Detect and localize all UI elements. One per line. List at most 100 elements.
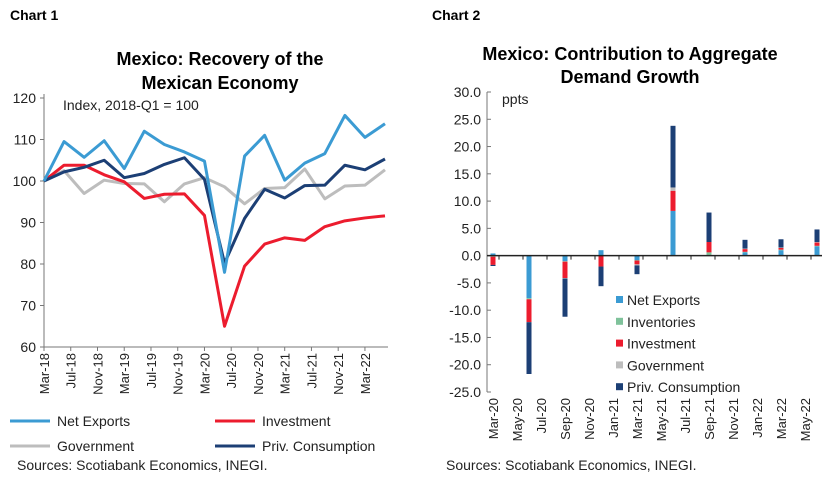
x-tick-label: Jul-21 [304,353,319,388]
bar-segment-net-exports [778,250,784,256]
bar-segment-investment [526,299,532,323]
bar-segment-government [670,187,676,191]
bar-segment-government [778,247,784,248]
bar-segment-inventories [526,298,532,300]
bar-segment-investment [814,242,820,246]
y-tick-label: 5.0 [462,220,482,236]
annotation: Index, 2018-Q1 = 100 [63,97,199,113]
y-tick-label: 0.0 [462,248,482,264]
bar-segment-investment [562,261,568,278]
bar-segment-inventories [562,261,568,262]
chart2-title: Mexico: Contribution to Aggregate Demand… [440,43,820,89]
x-tick-label: Mar-21 [278,353,293,394]
chart2-label: Chart 2 [432,7,481,23]
y-unit-label: ppts [502,91,528,107]
chart1-label: Chart 1 [10,7,59,23]
x-tick-label: Mar-21 [630,398,645,439]
x-tick-label: Sep-20 [558,398,573,440]
x-tick-label: Nov-20 [251,353,266,395]
chart2-title-line: Demand Growth [560,67,700,87]
legend-swatch [616,383,623,391]
series-line-net-exports [42,113,386,274]
x-tick-label: Mar-20 [486,398,501,439]
x-tick-label: Nov-20 [582,398,597,440]
y-tick-label: 25.0 [454,111,481,127]
source-note: Sources: Scotiabank Economics, INEGI. [446,457,697,473]
x-tick-label: Mar-19 [117,353,132,394]
source-note: Sources: Scotiabank Economics, INEGI. [17,457,268,473]
bar-segment-net-exports [742,252,748,256]
bar-segment-government [742,248,748,250]
y-tick-label: 30.0 [454,84,481,100]
chart1-title: Mexico: Recovery of the Mexican Economy [40,47,400,95]
bar-segment-net-exports [526,255,532,299]
legend-swatch [616,339,623,347]
legend-label: Government [57,438,134,454]
bar-segment-priv-consumption [706,212,712,242]
y-tick-label: 100 [13,173,37,189]
x-tick-label: May-21 [654,398,669,441]
x-tick-label: Nov-21 [726,398,741,440]
bar-segment-priv-consumption [526,322,532,374]
bar-segment-inventories [634,260,640,261]
y-tick-label: 15.0 [454,166,481,182]
legend-label: Net Exports [57,413,130,429]
y-tick-label: -25.0 [449,384,481,400]
bar-segment-priv-consumption [814,229,820,242]
x-tick-label: Jul-21 [678,398,693,433]
bar-segment-priv-consumption [562,278,568,317]
y-tick-label: 60 [20,339,36,355]
bar-segment-inventories [814,245,820,247]
x-tick-label: Nov-19 [171,353,186,395]
x-tick-label: Mar-18 [37,353,52,394]
legend-label: Priv. Consumption [262,438,375,454]
x-tick-label: Jan-21 [606,398,621,438]
legend-label: Investment [627,336,696,352]
y-tick-label: 120 [13,90,37,106]
chart1-title-line: Mexico: Recovery of the [116,49,324,69]
bar-segment-priv-consumption [778,239,784,248]
x-tick-label: Sep-21 [702,398,717,440]
y-tick-label: -5.0 [457,275,481,291]
bar-segment-investment [778,248,784,250]
y-tick-label: 10.0 [454,193,481,209]
legend-swatch [616,317,623,325]
bar-segment-net-exports [670,210,676,256]
bar-segment-investment [706,242,712,253]
y-tick-label: -15.0 [449,329,481,345]
bar-segment-government [634,264,640,266]
legend-label: Priv. Consumption [627,379,740,395]
series-line-investment [43,163,386,328]
chart2-title-line: Mexico: Contribution to Aggregate [482,44,778,64]
bar-segment-inventories [778,249,784,251]
x-tick-label: Jul-20 [534,398,549,433]
bar-segment-government [814,242,820,243]
bar-segment-investment [598,255,604,267]
x-tick-label: Jul-19 [144,353,159,388]
legend-label: Government [627,357,704,373]
legend-swatch [616,361,623,369]
x-tick-label: Mar-22 [774,398,789,439]
bar-segment-inventories [742,251,748,253]
legend-label: Investment [262,413,331,429]
bar-segment-priv-consumption [670,125,676,188]
y-tick-label: 70 [20,298,36,314]
bar-segment-priv-consumption [634,265,640,275]
chart1-title-line: Mexican Economy [141,73,299,93]
x-tick-label: Jan-22 [750,398,765,438]
x-tick-label: Jul-20 [224,353,239,388]
x-tick-label: May-20 [510,398,525,441]
bar-segment-government [562,278,568,279]
bar-segment-inventories [706,252,712,256]
bar-segment-net-exports [598,250,604,256]
legend-label: Inventories [627,314,695,330]
y-tick-label: 110 [14,132,37,148]
bar-segment-net-exports [562,255,568,262]
bar-segment-investment [670,190,676,211]
y-tick-label: 20.0 [454,139,481,155]
y-tick-label: -10.0 [449,302,481,318]
bar-segment-priv-consumption [742,239,748,249]
x-tick-label: Jul-18 [64,353,79,388]
bar-segment-priv-consumption [598,266,604,287]
